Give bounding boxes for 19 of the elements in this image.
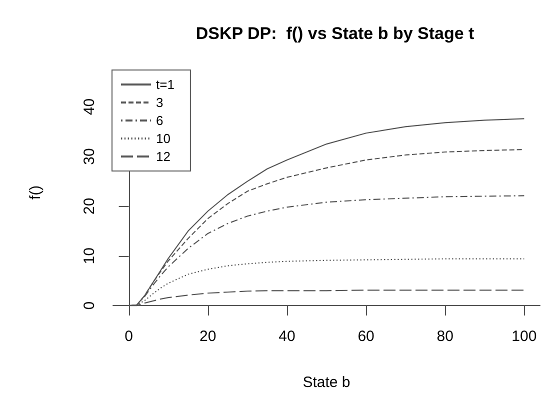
x-tick-label: 60 <box>358 328 374 345</box>
x-tick-label: 100 <box>512 328 537 345</box>
chart-title: DSKP DP: f() vs State b by Stage t <box>196 24 475 43</box>
legend-label: 6 <box>156 113 164 128</box>
legend-label: 10 <box>156 131 170 146</box>
legend-label: 12 <box>156 149 170 164</box>
y-tick-label: 0 <box>81 301 98 310</box>
y-axis-title: f() <box>27 185 44 200</box>
x-tick-label: 20 <box>200 328 216 345</box>
legend-label: t=1 <box>156 77 174 92</box>
x-tick-label: 0 <box>124 328 133 345</box>
x-axis-title: State b <box>302 374 350 391</box>
y-tick-label: 10 <box>81 248 98 264</box>
x-tick-label: 80 <box>436 328 454 345</box>
legend-label: 3 <box>156 95 164 110</box>
x-tick-label: 40 <box>278 328 296 345</box>
y-tick-label: 20 <box>81 198 98 215</box>
y-tick-label: 40 <box>81 98 98 116</box>
y-tick-label: 30 <box>81 148 98 165</box>
